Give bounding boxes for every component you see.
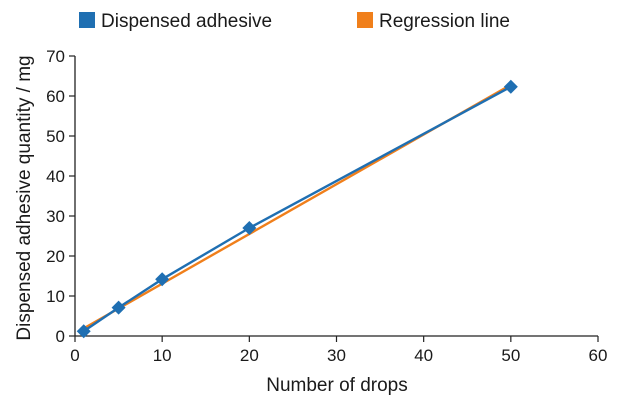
y-tick-label: 30 xyxy=(46,207,65,226)
y-tick-label: 70 xyxy=(46,47,65,66)
data-point xyxy=(111,300,126,315)
x-tick-label: 50 xyxy=(501,346,520,365)
axes: 0 10 20 30 40 50 60 70 0 10 20 30 40 50 60 xyxy=(46,47,607,365)
data-point xyxy=(155,272,170,287)
legend-swatch xyxy=(357,12,373,28)
data-point xyxy=(76,324,91,339)
x-tick-label: 60 xyxy=(589,346,608,365)
data-point xyxy=(242,221,257,235)
plot-area xyxy=(76,79,518,339)
legend-swatch xyxy=(79,12,95,28)
x-tick-label: 10 xyxy=(153,346,172,365)
x-axis-label: Number of drops xyxy=(266,375,408,396)
series-line xyxy=(83,85,512,333)
legend-label: Regression line xyxy=(379,11,510,32)
y-axis-label: Dispensed adhesive quantity / mg xyxy=(14,55,35,340)
y-tick-label: 50 xyxy=(46,127,65,146)
legend-label: Dispensed adhesive xyxy=(101,11,272,32)
y-tick-label: 0 xyxy=(56,327,65,346)
y-tick-label: 40 xyxy=(46,167,65,186)
y-tick-label: 10 xyxy=(46,287,65,306)
x-tick-label: 40 xyxy=(414,346,433,365)
data-point xyxy=(503,79,518,94)
x-tick-label: 30 xyxy=(327,346,346,365)
legend: Dispensed adhesive Regression line xyxy=(79,11,510,32)
x-tick-label: 20 xyxy=(240,346,259,365)
x-tick-label: 0 xyxy=(70,346,79,365)
y-tick-label: 20 xyxy=(46,247,65,266)
y-tick-label: 60 xyxy=(46,87,65,106)
